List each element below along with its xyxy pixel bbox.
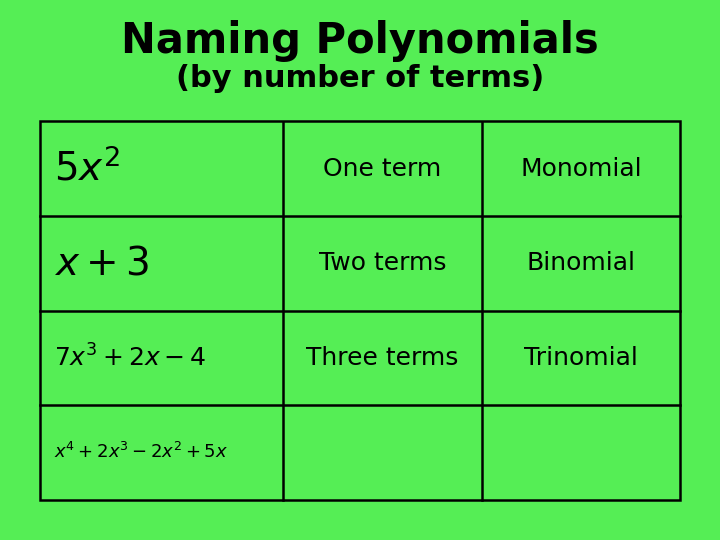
Bar <box>40 122 680 500</box>
Text: Binomial: Binomial <box>526 251 636 275</box>
Text: Naming Polynomials: Naming Polynomials <box>121 19 599 62</box>
Text: $x+3$: $x+3$ <box>54 244 149 282</box>
Text: Trinomial: Trinomial <box>524 346 638 370</box>
Text: $7x^{3}+2x-4$: $7x^{3}+2x-4$ <box>54 344 207 372</box>
Text: Three terms: Three terms <box>306 346 459 370</box>
Text: One term: One term <box>323 157 441 181</box>
Text: $x^{4}+2x^{3}-2x^{2}+5x$: $x^{4}+2x^{3}-2x^{2}+5x$ <box>54 442 228 462</box>
Text: (by number of terms): (by number of terms) <box>176 64 544 93</box>
Text: Monomial: Monomial <box>521 157 642 181</box>
Text: Two terms: Two terms <box>319 251 446 275</box>
Text: $5x^{2}$: $5x^{2}$ <box>54 149 120 188</box>
